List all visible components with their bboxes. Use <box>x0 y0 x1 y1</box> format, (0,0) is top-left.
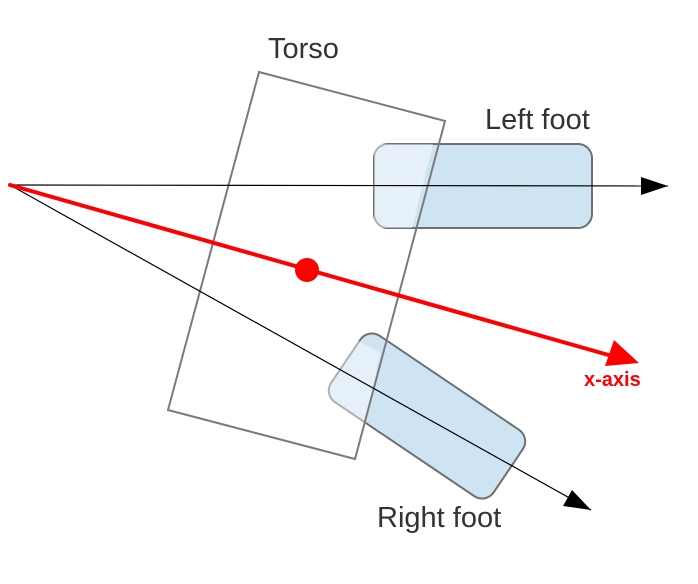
right-foot-label: Right foot <box>377 502 501 534</box>
right-foot-axis-arrow <box>9 184 592 511</box>
x-axis-arrowhead <box>605 340 639 366</box>
x-axis-label: x-axis <box>584 369 641 391</box>
torso-label: Torso <box>268 33 339 65</box>
left-foot-axis-arrow <box>9 184 669 187</box>
right-foot-overlap <box>316 334 380 442</box>
left-foot-label: Left foot <box>485 104 590 136</box>
torso-shape <box>166 70 447 461</box>
origin-point-icon <box>8 183 12 187</box>
left-foot-axis-arrowhead <box>641 177 668 195</box>
right-foot-axis-arrowhead <box>563 490 591 510</box>
center-of-mass-dot-icon <box>295 258 319 282</box>
